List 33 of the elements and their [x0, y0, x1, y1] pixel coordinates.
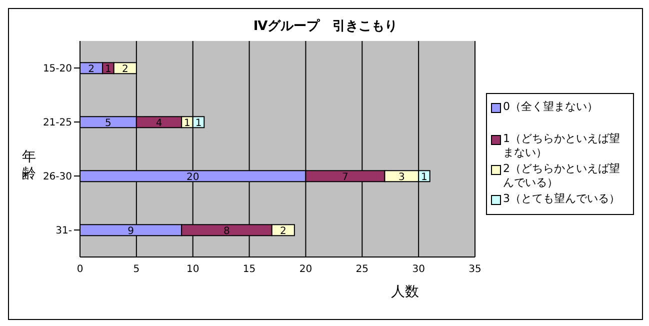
y-tick-label: 31-: [56, 226, 72, 237]
data-label: 1: [184, 118, 190, 130]
x-tick-label: 25: [356, 264, 369, 276]
legend-label: 1（どちらかといえば望まない）: [503, 132, 621, 160]
chart-title: Ⅳグループ 引きこもり: [252, 18, 399, 35]
data-label: 20: [186, 172, 200, 184]
x-tick-label: 20: [299, 264, 312, 276]
data-label: 9: [128, 226, 134, 238]
data-label: 5: [105, 118, 112, 130]
x-tick-label: 10: [186, 264, 200, 276]
data-label: 7: [342, 172, 348, 184]
x-tick-label: 0: [76, 264, 84, 276]
x-tick-label: 5: [133, 264, 140, 276]
x-tick-label: 35: [468, 264, 482, 276]
data-label: 1: [421, 172, 428, 184]
legend-label: 2（どちらかといえば望んでいる）: [503, 162, 621, 190]
data-label: 1: [195, 118, 202, 130]
legend-label: 3（とても望んでいる）: [503, 192, 620, 206]
x-tick-label: 30: [412, 264, 425, 276]
data-label: 2: [280, 226, 286, 238]
data-label: 1: [105, 64, 112, 76]
y-tick-label: 26-30: [42, 172, 72, 183]
y-tick-label: 15-20: [42, 64, 72, 75]
data-label: 8: [224, 226, 230, 238]
legend-label: 0（全く望まない）: [503, 100, 598, 114]
data-label: 2: [88, 64, 94, 76]
y-tick-label: 21-25: [42, 118, 72, 129]
data-label: 4: [156, 118, 162, 130]
x-tick-label: 15: [242, 264, 256, 276]
data-label: 3: [398, 172, 405, 184]
x-axis-title: 人数: [390, 283, 419, 301]
data-label: 2: [122, 64, 128, 76]
y-axis-title: 年齢: [21, 149, 37, 183]
